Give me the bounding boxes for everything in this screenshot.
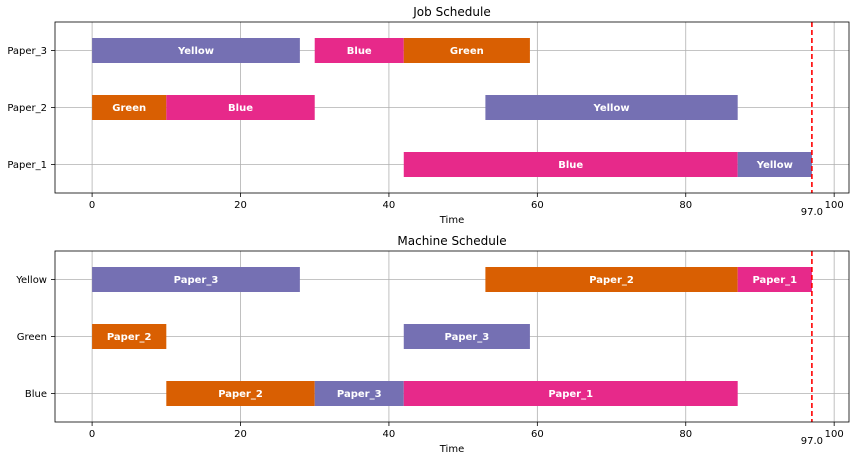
- gantt-bar: [92, 95, 167, 120]
- x-tick-label: 20: [234, 200, 247, 211]
- chart-1: Job Schedule Yellow Blue Green Green Blue Yell…: [7, 5, 850, 226]
- y-tick-label: Paper_1: [7, 160, 47, 171]
- x-tick-label: 40: [383, 200, 396, 211]
- bar-label: Paper_1: [548, 389, 593, 400]
- gantt-bar: [403, 152, 738, 177]
- x-tick-label: 100: [825, 200, 844, 211]
- chart-2: Machine Schedule Paper_3 Paper_2 Paper_1 Pap…: [15, 234, 850, 455]
- gantt-bar: [314, 381, 404, 406]
- gantt-bar: [737, 267, 812, 292]
- bar-label: Paper_1: [752, 275, 797, 286]
- y-tick-label: Green: [17, 332, 47, 343]
- y-tick-label: Paper_3: [7, 46, 47, 57]
- y-tick-label: Yellow: [15, 275, 47, 286]
- bar-label: Blue: [347, 46, 372, 57]
- x-tick-label: 20: [234, 429, 247, 440]
- bar-label: Green: [112, 103, 146, 114]
- x-tick-label: 60: [531, 200, 544, 211]
- bar-label: Blue: [558, 160, 583, 171]
- y-tick-label: Paper_2: [7, 103, 47, 114]
- gantt-bar: [403, 38, 530, 63]
- bar-label: Paper_2: [107, 332, 152, 343]
- bar-label: Yellow: [593, 103, 630, 114]
- bar-label: Paper_3: [337, 389, 382, 400]
- gantt-bar: [403, 381, 738, 406]
- gantt-bar: [314, 38, 404, 63]
- x-tick-label: 0: [89, 200, 95, 211]
- gantt-bar: [485, 95, 738, 120]
- x-tick-label: 80: [679, 200, 692, 211]
- gantt-bar: [166, 95, 315, 120]
- chart-title: Machine Schedule: [397, 234, 506, 248]
- x-axis-label: Time: [439, 444, 464, 455]
- gantt-bar: [92, 267, 300, 292]
- bar-label: Yellow: [756, 160, 793, 171]
- x-tick-label: 60: [531, 429, 544, 440]
- bar-label: Paper_3: [174, 275, 219, 286]
- gantt-bar: [92, 324, 167, 349]
- x-tick-label: 40: [383, 429, 396, 440]
- bar-label: Yellow: [177, 46, 214, 57]
- bar-label: Green: [450, 46, 484, 57]
- x-tick-label: 100: [825, 429, 844, 440]
- bar-label: Paper_2: [589, 275, 634, 286]
- bar-label: Blue: [228, 103, 253, 114]
- gantt-bar: [92, 38, 300, 63]
- gantt-bar: [403, 324, 530, 349]
- gantt-bar: [737, 152, 812, 177]
- bar-label: Paper_2: [218, 389, 263, 400]
- bar-label: Paper_3: [445, 332, 490, 343]
- marker-label: 97.0: [801, 436, 823, 447]
- gantt-bar: [485, 267, 738, 292]
- y-tick-label: Blue: [25, 389, 47, 400]
- x-tick-label: 0: [89, 429, 95, 440]
- x-tick-label: 80: [679, 429, 692, 440]
- gantt-bar: [166, 381, 315, 406]
- chart-title: Job Schedule: [412, 5, 490, 19]
- x-axis-label: Time: [439, 215, 464, 226]
- marker-label: 97.0: [801, 207, 823, 218]
